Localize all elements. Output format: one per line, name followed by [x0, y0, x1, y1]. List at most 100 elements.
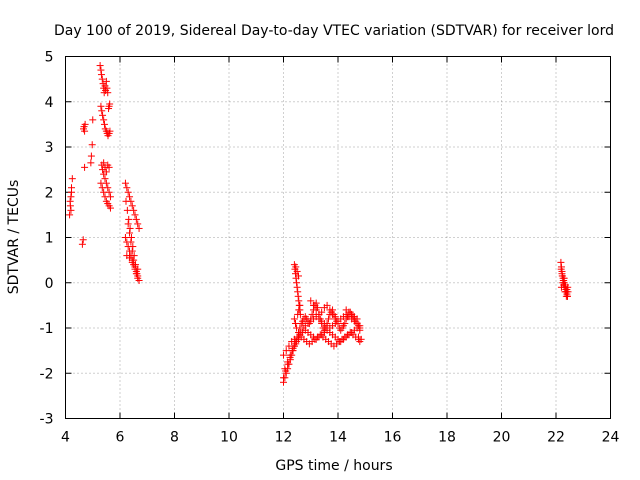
data-point: [123, 184, 131, 192]
y-tick-label: 2: [45, 185, 54, 201]
data-points: [66, 62, 572, 386]
data-point: [126, 193, 134, 201]
data-point: [134, 265, 142, 273]
data-point: [126, 229, 134, 237]
data-point: [124, 188, 132, 196]
x-tick-label: 12: [275, 430, 293, 446]
data-point: [66, 211, 74, 219]
data-point: [105, 163, 113, 171]
data-point: [353, 315, 361, 323]
data-point: [312, 306, 320, 314]
data-point: [289, 344, 297, 352]
data-point: [280, 374, 287, 382]
data-point: [294, 288, 302, 296]
data-point: [98, 75, 106, 83]
data-point: [341, 319, 349, 327]
data-point: [131, 211, 139, 219]
x-tick-label: 22: [547, 430, 565, 446]
data-point: [560, 281, 568, 289]
data-point: [286, 351, 294, 359]
data-point: [124, 243, 132, 251]
y-tick-label: -2: [40, 366, 54, 382]
data-point: [128, 258, 136, 266]
data-point: [290, 315, 298, 323]
data-point: [68, 175, 76, 183]
data-point: [121, 234, 129, 241]
data-point: [132, 215, 140, 223]
data-point: [295, 297, 303, 305]
data-point: [100, 120, 108, 128]
data-point: [356, 322, 364, 330]
data-point: [564, 283, 572, 291]
data-point: [125, 215, 133, 223]
data-point: [294, 272, 302, 280]
data-point: [79, 236, 87, 244]
x-tick-label: 20: [493, 430, 511, 446]
data-point: [78, 240, 86, 248]
data-point: [127, 238, 135, 246]
y-tick-label: -3: [40, 412, 54, 428]
x-tick-label: 16: [384, 430, 402, 446]
data-point: [295, 306, 303, 314]
x-tick-label: 10: [220, 430, 238, 446]
data-point: [124, 220, 132, 228]
data-point: [66, 197, 74, 205]
data-point: [127, 234, 135, 241]
data-point: [282, 347, 290, 355]
data-point: [281, 365, 289, 373]
data-point: [128, 247, 136, 255]
data-point: [293, 324, 301, 332]
y-tick-label: 5: [45, 50, 54, 66]
data-point: [100, 159, 108, 167]
data-point: [291, 319, 299, 327]
data-point: [307, 297, 315, 305]
y-tick-label: 0: [45, 276, 54, 292]
data-point: [101, 193, 109, 201]
data-point: [96, 62, 104, 70]
x-axis-ticks: 4 6 8 10 12 14 16 18 20 22 24: [61, 56, 619, 446]
data-point: [135, 224, 143, 232]
data-point: [284, 358, 292, 366]
chart-title: Day 100 of 2019, Sidereal Day-to-day VTE…: [54, 23, 614, 39]
data-point: [99, 111, 107, 119]
data-point: [126, 224, 134, 232]
data-point: [106, 204, 114, 212]
data-point: [88, 141, 96, 149]
data-point: [67, 193, 75, 201]
data-point: [331, 313, 339, 321]
y-tick-label: -1: [40, 321, 54, 337]
data-point: [81, 163, 89, 171]
data-point: [97, 102, 105, 110]
data-point: [357, 335, 365, 343]
data-point: [561, 288, 569, 296]
data-point: [130, 206, 138, 214]
grid: [65, 56, 611, 419]
data-point: [135, 276, 143, 284]
data-point: [309, 301, 317, 309]
data-point: [294, 292, 302, 300]
data-point: [294, 310, 302, 318]
data-point: [293, 267, 301, 275]
data-point: [103, 84, 111, 92]
y-tick-label: 3: [45, 140, 54, 156]
data-point: [318, 308, 326, 316]
data-point: [293, 283, 301, 291]
data-point: [123, 206, 131, 214]
data-point: [87, 152, 95, 160]
data-point: [296, 301, 304, 309]
data-point: [323, 301, 331, 309]
data-point: [280, 351, 287, 359]
data-point: [293, 279, 301, 287]
data-point: [97, 66, 105, 74]
data-point: [121, 179, 129, 187]
x-axis-label: GPS time / hours: [275, 458, 392, 474]
data-point: [104, 89, 112, 97]
data-point: [557, 258, 565, 266]
y-tick-label: 4: [45, 95, 54, 111]
data-point: [87, 159, 95, 167]
data-point: [89, 116, 97, 124]
y-axis-ticks: -3 -2 -1 0 1 2 3 4 5: [40, 50, 611, 428]
data-point: [122, 197, 130, 205]
data-point: [134, 220, 142, 228]
